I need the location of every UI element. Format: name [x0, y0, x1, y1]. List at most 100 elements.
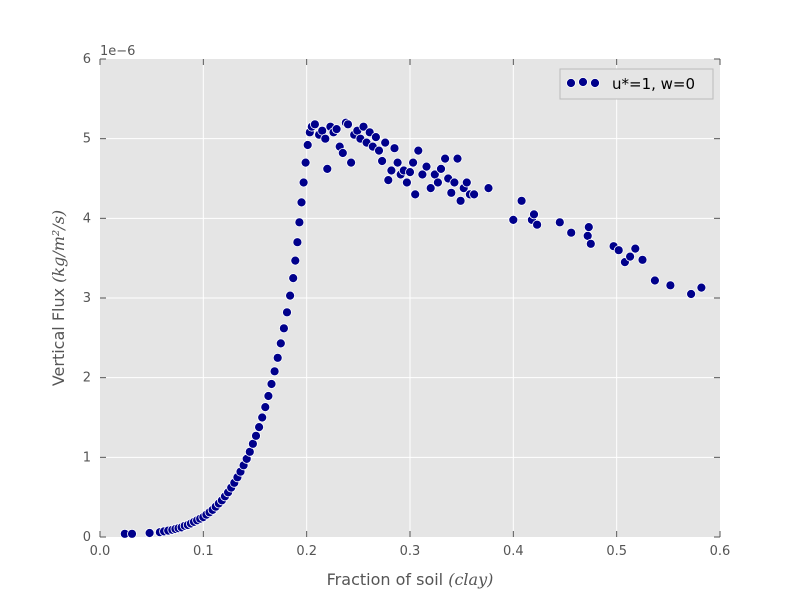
- data-point: [625, 251, 635, 262]
- data-point: [686, 289, 696, 299]
- data-point: [272, 352, 283, 363]
- data-point: [282, 307, 292, 318]
- data-point: [392, 157, 403, 168]
- data-point: [374, 145, 384, 156]
- data-point: [331, 124, 342, 135]
- data-point: [346, 157, 357, 168]
- data-point: [309, 119, 320, 130]
- data-point: [380, 137, 391, 148]
- x-tick-label: 0.4: [503, 544, 524, 559]
- data-point: [292, 237, 303, 248]
- x-axis-label-text: Fraction of soil: [327, 570, 449, 589]
- data-point: [650, 275, 660, 286]
- data-point: [298, 177, 309, 188]
- data-point: [405, 167, 415, 178]
- y-tick-label: 1: [83, 450, 91, 465]
- data-point: [425, 183, 436, 194]
- data-point: [585, 238, 596, 249]
- x-tick-label: 0.6: [710, 544, 731, 559]
- data-point: [613, 245, 624, 256]
- x-axis-label-math: (clay): [448, 570, 493, 589]
- y-axis-label-text: Vertical Flux: [49, 283, 68, 386]
- y-scale-label: 1e−6: [100, 44, 135, 59]
- data-point: [413, 145, 424, 156]
- data-point: [417, 169, 428, 180]
- data-point: [290, 255, 301, 266]
- x-tick-label: 0.0: [90, 544, 111, 559]
- data-point: [452, 153, 463, 164]
- x-tick-label: 0.3: [400, 544, 421, 559]
- x-tick-label: 0.5: [606, 544, 627, 559]
- data-point: [630, 243, 641, 254]
- data-point: [461, 177, 472, 188]
- data-point: [144, 528, 155, 538]
- axis-ticks: 0.0 0.1 0.2 0.3 0.4 0.5 0.6 0 1 2 3 4 5 6: [83, 52, 731, 559]
- data-point: [322, 163, 333, 174]
- data-point: [508, 214, 519, 225]
- x-tick-label: 0.2: [296, 544, 317, 559]
- data-point: [275, 338, 286, 349]
- data-point: [696, 282, 707, 293]
- legend-marker: [566, 78, 576, 88]
- data-point: [455, 195, 466, 206]
- data-point: [288, 273, 299, 284]
- data-point: [386, 165, 397, 176]
- y-tick-label: 6: [83, 52, 91, 67]
- data-point: [449, 177, 460, 188]
- data-point: [251, 430, 261, 441]
- data-point: [529, 209, 539, 220]
- data-point: [370, 132, 381, 143]
- data-point: [285, 290, 296, 301]
- data-point: [440, 153, 451, 164]
- data-points: [119, 117, 707, 539]
- y-tick-label: 4: [83, 211, 91, 226]
- data-point: [401, 177, 412, 188]
- data-point: [127, 528, 137, 539]
- data-point: [532, 219, 542, 230]
- data-point: [469, 189, 480, 200]
- x-tick-label: 0.1: [193, 544, 214, 559]
- legend-label: u*=1, w=0: [612, 75, 695, 93]
- data-point: [294, 217, 305, 228]
- data-point: [302, 140, 313, 150]
- x-axis-label: Fraction of soil (clay): [327, 570, 494, 589]
- data-point: [269, 366, 280, 377]
- legend-marker: [590, 78, 600, 88]
- data-point: [263, 391, 274, 401]
- data-point: [432, 177, 443, 188]
- legend: u*=1, w=0: [559, 68, 714, 100]
- data-point: [343, 119, 353, 130]
- y-tick-label: 2: [83, 371, 91, 386]
- y-tick-label: 5: [83, 132, 91, 147]
- y-tick-label: 3: [83, 291, 91, 306]
- data-point: [337, 148, 348, 158]
- data-point: [389, 143, 400, 154]
- data-point: [665, 280, 676, 291]
- data-point: [554, 217, 565, 228]
- data-point: [446, 187, 457, 198]
- y-axis-label: Vertical Flux (kg/m²/s): [49, 210, 68, 386]
- data-point: [410, 189, 421, 200]
- data-point: [421, 161, 432, 172]
- data-point: [436, 163, 446, 174]
- data-point: [377, 156, 388, 166]
- y-tick-label: 0: [83, 530, 91, 545]
- data-point: [637, 254, 648, 265]
- legend-marker: [578, 77, 588, 87]
- data-point: [278, 323, 289, 334]
- data-point: [320, 133, 331, 144]
- data-point: [296, 197, 307, 208]
- y-axis-label-math: (kg/m²/s): [49, 210, 68, 283]
- data-point: [408, 157, 419, 168]
- data-point: [583, 222, 594, 233]
- data-point: [257, 412, 268, 423]
- data-point: [566, 227, 577, 238]
- grid-lines: [100, 59, 720, 537]
- data-point: [266, 379, 277, 389]
- data-point: [358, 121, 369, 132]
- data-point: [516, 195, 527, 206]
- data-point: [300, 157, 311, 168]
- data-point: [260, 402, 271, 413]
- data-point: [383, 175, 394, 186]
